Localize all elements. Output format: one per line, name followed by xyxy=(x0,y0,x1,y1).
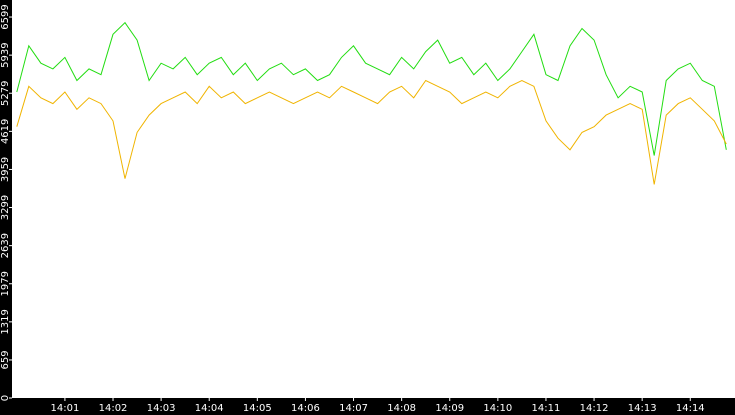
x-tick-label: 14:11 xyxy=(532,403,561,414)
y-tick-label: 1319 xyxy=(0,309,11,334)
x-tick-label: 14:05 xyxy=(243,403,272,414)
x-tick-label: 14:09 xyxy=(435,403,464,414)
y-tick-label: 2639 xyxy=(0,233,11,258)
y-tick-label: 3959 xyxy=(0,157,11,182)
series-line xyxy=(16,21,727,156)
x-tick-label: 14:07 xyxy=(339,403,368,414)
x-tick-label: 14:04 xyxy=(195,403,224,414)
x-axis-band xyxy=(0,398,735,415)
x-tick-label: 14:06 xyxy=(291,403,320,414)
y-tick-label: 4619 xyxy=(0,119,11,144)
series-line xyxy=(16,79,727,185)
y-tick-label: 5939 xyxy=(0,42,11,67)
y-tick-label: 0 xyxy=(0,395,11,401)
x-tick-label: 14:13 xyxy=(628,403,657,414)
x-tick-label: 14:08 xyxy=(387,403,416,414)
x-tick-label: 14:10 xyxy=(483,403,512,414)
y-tick-label: 659 xyxy=(0,350,11,369)
x-tick-label: 14:02 xyxy=(99,403,128,414)
y-tick-label: 5279 xyxy=(0,81,11,106)
x-tick-label: 14:12 xyxy=(580,403,609,414)
y-axis-band xyxy=(0,0,12,415)
x-tick-label: 14:14 xyxy=(676,403,705,414)
y-tick-label: 3299 xyxy=(0,195,11,220)
y-tick-label: 6599 xyxy=(0,4,11,29)
y-tick-label: 1979 xyxy=(0,271,11,296)
x-tick-label: 14:03 xyxy=(147,403,176,414)
x-tick-label: 14:01 xyxy=(51,403,80,414)
